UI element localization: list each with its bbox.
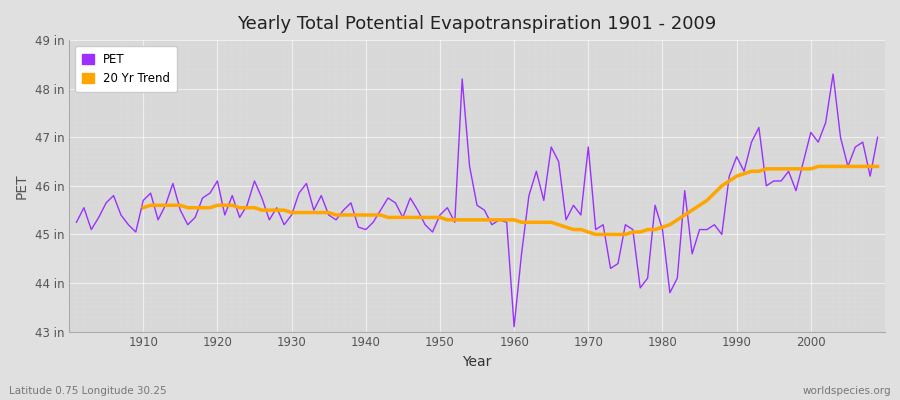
X-axis label: Year: Year — [463, 355, 491, 369]
Title: Yearly Total Potential Evapotranspiration 1901 - 2009: Yearly Total Potential Evapotranspiratio… — [238, 15, 716, 33]
Text: worldspecies.org: worldspecies.org — [803, 386, 891, 396]
Text: Latitude 0.75 Longitude 30.25: Latitude 0.75 Longitude 30.25 — [9, 386, 166, 396]
Y-axis label: PET: PET — [15, 173, 29, 199]
Legend: PET, 20 Yr Trend: PET, 20 Yr Trend — [75, 46, 177, 92]
